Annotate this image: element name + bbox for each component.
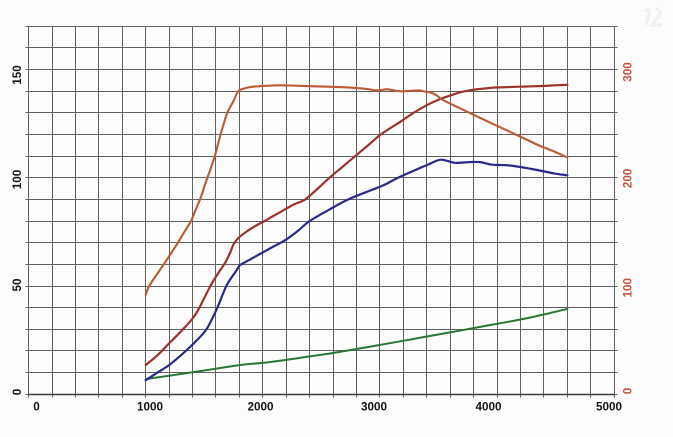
- svg-text:50: 50: [11, 278, 24, 292]
- svg-text:4000: 4000: [475, 401, 502, 414]
- svg-text:1000: 1000: [137, 401, 164, 414]
- svg-text:0: 0: [11, 388, 24, 395]
- svg-text:100: 100: [11, 169, 24, 189]
- svg-text:100: 100: [622, 277, 635, 297]
- svg-text:2000: 2000: [247, 401, 274, 414]
- svg-text:150: 150: [11, 65, 24, 85]
- svg-text:0: 0: [622, 387, 635, 394]
- svg-text:300: 300: [622, 62, 635, 82]
- svg-text:3000: 3000: [361, 401, 388, 414]
- svg-text:0: 0: [33, 401, 40, 414]
- svg-text:200: 200: [622, 168, 635, 188]
- svg-text:5000: 5000: [596, 401, 623, 414]
